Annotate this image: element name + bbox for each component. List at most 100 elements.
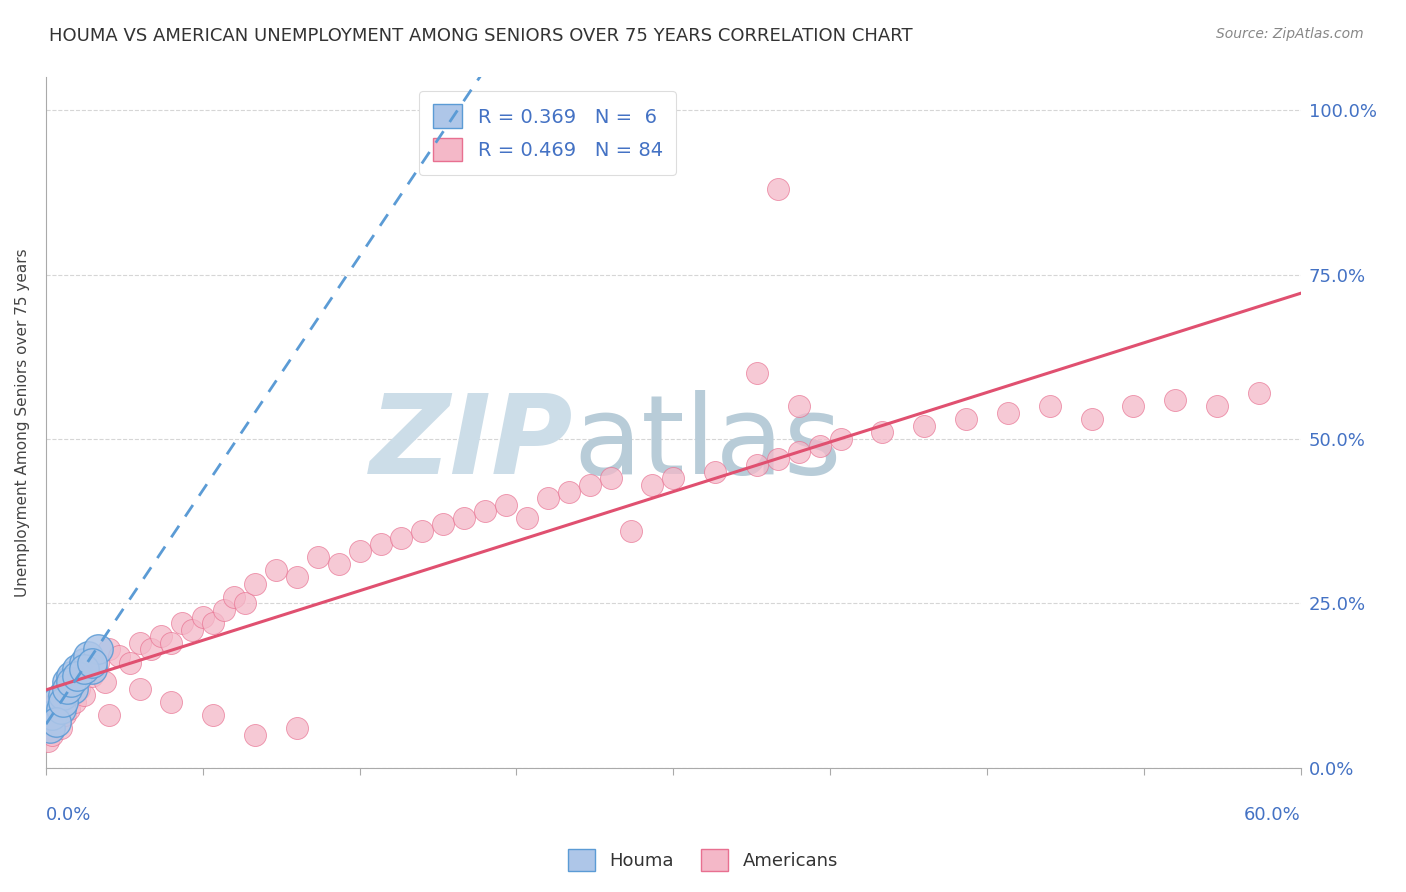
Point	[170, 616, 193, 631]
Point	[149, 629, 172, 643]
Text: 0.0%: 0.0%	[46, 805, 91, 823]
Point	[349, 543, 371, 558]
Point	[307, 550, 329, 565]
Point	[537, 491, 560, 505]
Point	[432, 517, 454, 532]
Point	[97, 708, 120, 723]
Point	[48, 701, 70, 715]
Point	[52, 695, 75, 709]
Point	[41, 708, 63, 723]
Point	[872, 425, 894, 440]
Point	[56, 695, 79, 709]
Point	[66, 662, 89, 676]
Point	[60, 668, 83, 682]
Point	[453, 511, 475, 525]
Point	[87, 642, 110, 657]
Point	[191, 609, 214, 624]
Point	[139, 642, 162, 657]
Point	[118, 656, 141, 670]
Point	[160, 695, 183, 709]
Point	[370, 537, 392, 551]
Point	[285, 721, 308, 735]
Point	[285, 570, 308, 584]
Point	[641, 478, 664, 492]
Point	[52, 689, 75, 703]
Point	[45, 695, 67, 709]
Point	[37, 734, 59, 748]
Point	[558, 484, 581, 499]
Point	[212, 603, 235, 617]
Point	[620, 524, 643, 538]
Point	[60, 681, 83, 696]
Point	[129, 636, 152, 650]
Text: Source: ZipAtlas.com: Source: ZipAtlas.com	[1216, 27, 1364, 41]
Point	[1247, 386, 1270, 401]
Point	[662, 471, 685, 485]
Point	[39, 721, 62, 735]
Point	[181, 623, 204, 637]
Point	[1080, 412, 1102, 426]
Point	[516, 511, 538, 525]
Point	[108, 648, 131, 663]
Point	[80, 668, 103, 682]
Point	[1122, 399, 1144, 413]
Point	[80, 662, 103, 676]
Point	[52, 689, 75, 703]
Text: HOUMA VS AMERICAN UNEMPLOYMENT AMONG SENIORS OVER 75 YEARS CORRELATION CHART: HOUMA VS AMERICAN UNEMPLOYMENT AMONG SEN…	[49, 27, 912, 45]
Point	[97, 642, 120, 657]
Point	[87, 656, 110, 670]
Point	[45, 714, 67, 729]
Point	[599, 471, 621, 485]
Point	[58, 701, 80, 715]
Point	[955, 412, 977, 426]
Y-axis label: Unemployment Among Seniors over 75 years: Unemployment Among Seniors over 75 years	[15, 248, 30, 597]
Point	[49, 721, 72, 735]
Point	[224, 590, 246, 604]
Text: 60.0%: 60.0%	[1244, 805, 1301, 823]
Point	[45, 714, 67, 729]
Point	[787, 445, 810, 459]
Text: ZIP: ZIP	[370, 390, 572, 497]
Point	[62, 689, 84, 703]
Point	[766, 451, 789, 466]
Point	[45, 695, 67, 709]
Point	[76, 662, 98, 676]
Point	[474, 504, 496, 518]
Point	[66, 675, 89, 690]
Point	[1164, 392, 1187, 407]
Legend: R = 0.369   N =  6, R = 0.469   N = 84: R = 0.369 N = 6, R = 0.469 N = 84	[419, 91, 676, 175]
Point	[830, 432, 852, 446]
Point	[704, 465, 727, 479]
Point	[233, 596, 256, 610]
Point	[578, 478, 600, 492]
Point	[787, 399, 810, 413]
Point	[67, 681, 90, 696]
Point	[745, 366, 768, 380]
Text: atlas: atlas	[572, 390, 841, 497]
Point	[264, 564, 287, 578]
Point	[70, 668, 93, 682]
Point	[808, 439, 831, 453]
Point	[391, 531, 413, 545]
Point	[93, 675, 115, 690]
Point	[53, 708, 76, 723]
Point	[72, 656, 94, 670]
Point	[56, 681, 79, 696]
Point	[411, 524, 433, 538]
Point	[745, 458, 768, 473]
Point	[243, 576, 266, 591]
Point	[72, 662, 94, 676]
Point	[49, 701, 72, 715]
Point	[66, 668, 89, 682]
Point	[56, 675, 79, 690]
Point	[1206, 399, 1229, 413]
Point	[160, 636, 183, 650]
Point	[41, 728, 63, 742]
Point	[328, 557, 350, 571]
Point	[129, 681, 152, 696]
Point	[202, 616, 225, 631]
Point	[997, 406, 1019, 420]
Point	[44, 708, 66, 723]
Point	[60, 675, 83, 690]
Point	[76, 648, 98, 663]
